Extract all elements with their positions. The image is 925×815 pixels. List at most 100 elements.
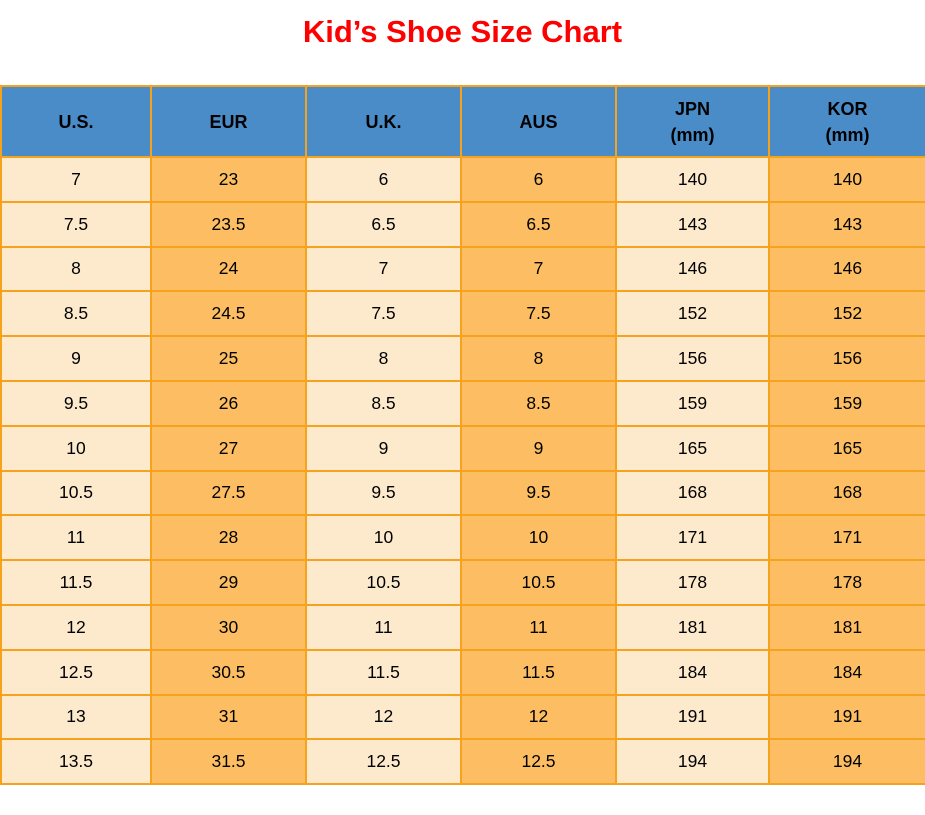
table-cell-eur: 29 — [150, 559, 307, 606]
table-cell-jpn: 168 — [615, 469, 770, 517]
column-header-label: KOR — [827, 98, 868, 119]
table-row: 12.5 30.5 11.5 11.5 184 184 — [0, 648, 925, 696]
table-row: 7.5 23.5 6.5 6.5 143 143 — [0, 200, 925, 248]
table-cell-us: 9 — [0, 335, 152, 382]
table-cell-jpn: 156 — [615, 335, 770, 382]
column-header-aus: AUS — [460, 85, 617, 158]
table-cell-us: 9.5 — [0, 379, 152, 427]
table-cell-eur: 31.5 — [150, 738, 307, 786]
table-cell-jpn: 178 — [615, 559, 770, 606]
table-cell-jpn: 184 — [615, 648, 770, 696]
table-cell-kor: 168 — [768, 469, 925, 517]
shoe-size-table: U.S. EUR U.K. AUS JPN (mm) KOR (mm) 7 23 6 6 140 140… — [0, 85, 925, 786]
table-cell-aus: 7 — [460, 245, 617, 293]
table-cell-uk: 6.5 — [305, 200, 462, 248]
table-row: 9 25 8 8 156 156 — [0, 335, 925, 382]
table-cell-us: 11.5 — [0, 559, 152, 606]
column-header-label: AUS — [519, 111, 558, 132]
table-cell-aus: 12 — [460, 693, 617, 741]
table-row: 9.5 26 8.5 8.5 159 159 — [0, 379, 925, 427]
table-cell-us: 13.5 — [0, 738, 152, 786]
column-header-label: U.K. — [365, 111, 402, 132]
table-cell-aus: 11 — [460, 603, 617, 651]
table-cell-aus: 9.5 — [460, 469, 617, 517]
table-row: 11.5 29 10.5 10.5 178 178 — [0, 559, 925, 606]
table-cell-aus: 8.5 — [460, 379, 617, 427]
table-cell-us: 12.5 — [0, 648, 152, 696]
column-header-kor: KOR (mm) — [768, 85, 925, 158]
table-cell-uk: 9 — [305, 424, 462, 472]
table-cell-jpn: 171 — [615, 514, 770, 562]
column-header-jpn: JPN (mm) — [615, 85, 770, 158]
table-cell-eur: 24.5 — [150, 290, 307, 338]
table-cell-kor: 140 — [768, 156, 925, 203]
table-cell-uk: 7 — [305, 245, 462, 293]
table-cell-eur: 26 — [150, 379, 307, 427]
table-cell-aus: 12.5 — [460, 738, 617, 786]
table-cell-jpn: 140 — [615, 156, 770, 203]
table-cell-jpn: 146 — [615, 245, 770, 293]
table-cell-us: 8 — [0, 245, 152, 293]
table-cell-eur: 24 — [150, 245, 307, 293]
table-cell-aus: 10 — [460, 514, 617, 562]
table-cell-eur: 30 — [150, 603, 307, 651]
table-cell-uk: 6 — [305, 156, 462, 203]
table-row: 8.5 24.5 7.5 7.5 152 152 — [0, 290, 925, 338]
column-header-label: U.S. — [58, 111, 94, 132]
table-cell-jpn: 152 — [615, 290, 770, 338]
table-cell-kor: 178 — [768, 559, 925, 606]
table-row: 13 31 12 12 191 191 — [0, 693, 925, 741]
table-cell-aus: 7.5 — [460, 290, 617, 338]
table-cell-aus: 8 — [460, 335, 617, 382]
table-cell-uk: 11.5 — [305, 648, 462, 696]
table-cell-jpn: 194 — [615, 738, 770, 786]
table-cell-kor: 146 — [768, 245, 925, 293]
table-cell-kor: 184 — [768, 648, 925, 696]
table-cell-us: 10.5 — [0, 469, 152, 517]
table-cell-us: 11 — [0, 514, 152, 562]
table-cell-kor: 156 — [768, 335, 925, 382]
column-header-eur: EUR — [150, 85, 307, 158]
table-cell-kor: 165 — [768, 424, 925, 472]
table-cell-jpn: 191 — [615, 693, 770, 741]
table-row: 8 24 7 7 146 146 — [0, 245, 925, 293]
table-row: 11 28 10 10 171 171 — [0, 514, 925, 562]
table-cell-kor: 191 — [768, 693, 925, 741]
table-cell-jpn: 143 — [615, 200, 770, 248]
table-cell-aus: 6 — [460, 156, 617, 203]
column-header-unit: (mm) — [825, 124, 870, 145]
page-title: Kid’s Shoe Size Chart — [302, 14, 623, 49]
table-cell-kor: 171 — [768, 514, 925, 562]
table-cell-uk: 8 — [305, 335, 462, 382]
table-row: 10.5 27.5 9.5 9.5 168 168 — [0, 469, 925, 517]
table-cell-jpn: 181 — [615, 603, 770, 651]
column-header-us: U.S. — [0, 85, 152, 158]
column-header-label: JPN — [674, 98, 710, 119]
table-cell-kor: 181 — [768, 603, 925, 651]
table-cell-uk: 7.5 — [305, 290, 462, 338]
table-cell-aus: 11.5 — [460, 648, 617, 696]
table-row: 7 23 6 6 140 140 — [0, 156, 925, 203]
table-cell-kor: 152 — [768, 290, 925, 338]
table-cell-kor: 143 — [768, 200, 925, 248]
table-cell-uk: 12 — [305, 693, 462, 741]
table-cell-uk: 10 — [305, 514, 462, 562]
table-cell-us: 12 — [0, 603, 152, 651]
table-cell-kor: 159 — [768, 379, 925, 427]
table-cell-jpn: 159 — [615, 379, 770, 427]
table-row: 13.5 31.5 12.5 12.5 194 194 — [0, 738, 925, 786]
table-cell-uk: 8.5 — [305, 379, 462, 427]
table-cell-us: 7 — [0, 156, 152, 203]
table-cell-uk: 12.5 — [305, 738, 462, 786]
table-row: 12 30 11 11 181 181 — [0, 603, 925, 651]
table-cell-uk: 11 — [305, 603, 462, 651]
table-header-row: U.S. EUR U.K. AUS JPN (mm) KOR (mm) — [0, 85, 925, 158]
table-cell-eur: 25 — [150, 335, 307, 382]
table-cell-eur: 23.5 — [150, 200, 307, 248]
table-cell-aus: 10.5 — [460, 559, 617, 606]
table-cell-eur: 30.5 — [150, 648, 307, 696]
column-header-label: EUR — [209, 111, 248, 132]
table-cell-uk: 10.5 — [305, 559, 462, 606]
column-header-uk: U.K. — [305, 85, 462, 158]
